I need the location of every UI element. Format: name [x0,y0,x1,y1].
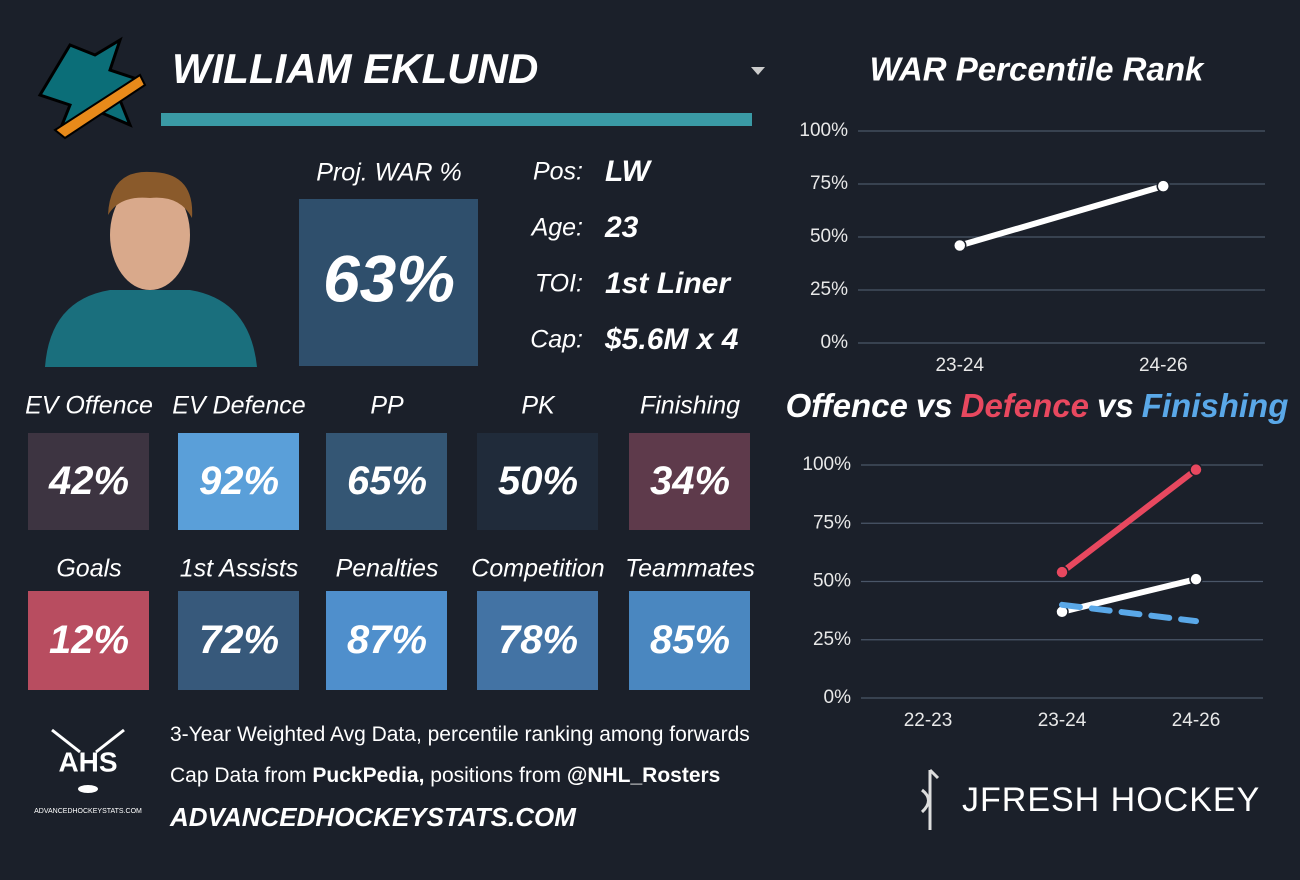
tile [178,591,299,690]
footer-part: 3-Year Weighted Avg Data, percentile ran… [170,723,750,746]
y-tick-label: 75% [810,173,848,194]
tile-value: 87% [347,618,427,662]
player-name: WILLIAM EKLUND [172,45,538,92]
info-label: TOI: [535,270,583,298]
tile-value: 92% [199,459,279,503]
tile [629,591,750,690]
accent-bar [161,113,752,126]
tile [477,591,598,690]
footer-part: PuckPedia, [312,764,424,787]
point [953,238,967,253]
y-tick-label: 0% [824,687,852,708]
series-line [956,183,1167,249]
info-value: 1st Liner [605,267,732,300]
series-line [1059,576,1199,615]
tile-value: 50% [498,459,578,503]
logo-subtext: ADVANCEDHOCKEYSTATS.COM [34,808,142,815]
proj-label: Proj. WAR % [316,159,461,187]
point [1189,572,1203,586]
footer-part: Cap Data from [170,764,312,787]
proj-box [299,199,478,366]
y-tick-label: 0% [821,332,849,353]
tile-value: 85% [650,618,730,662]
info-value: $5.6M x 4 [604,323,739,356]
title-separator: vs [916,387,953,424]
tiles: EV Offence 42% EV Defence 92% PP 65% PK 50% Fini… [25,392,755,690]
tile-label: PK [521,392,556,420]
tile-label: PP [370,392,404,420]
player-photo [45,171,257,367]
chart-title: Offence vs Defence vs Finishing [786,387,1289,424]
x-tick-label: 24-26 [1139,355,1188,376]
charts: 0% 25% 50% 75% 100% 23-24 24-26 WAR Percentile … [786,51,1289,731]
footer-line: Cap Data from PuckPedia, positions from … [170,764,720,787]
x-tick-label: 23-24 [1038,710,1087,731]
y-tick-label: 25% [810,279,848,300]
info-label: Age: [530,214,583,242]
title-series: Offence [786,387,908,424]
title-separator: vs [1097,387,1134,424]
tile [629,433,750,530]
tile-value: 65% [347,459,427,503]
tile-label: Competition [471,555,604,583]
tile [28,591,149,690]
footer-part: positions from [424,764,566,787]
tile [477,433,598,530]
tile-value: 42% [48,459,129,503]
website: ADVANCEDHOCKEYSTATS.COM [169,802,577,832]
tile-label: EV Defence [172,392,305,420]
ahs-logo: AHS ADVANCEDHOCKEYSTATS.COM [34,728,142,815]
tile-label: Teammates [625,555,755,583]
proj-value: 63% [323,241,455,315]
tile-label: Finishing [640,392,740,420]
title-series: Defence [961,387,1089,424]
brand: JFRESH HOCKEY [962,781,1260,819]
tile [326,433,447,530]
y-tick-label: 75% [813,512,851,533]
y-tick-label: 25% [813,629,851,650]
info-value: 23 [604,211,639,244]
series-line [1059,601,1199,625]
tile [326,591,447,690]
title-series: Finishing [1142,387,1289,424]
info-list: Pos: LW Age: 23 TOI: 1st Liner Cap: $5.6M x 4 [530,155,739,356]
tile-label: EV Offence [25,392,153,420]
tile [28,433,149,530]
x-tick-label: 24-26 [1172,710,1221,731]
tile [178,433,299,530]
y-tick-label: 50% [813,571,851,592]
y-tick-label: 50% [810,226,848,247]
chart-title: WAR Percentile Rank [870,51,1205,88]
footer-lines: 3-Year Weighted Avg Data, percentile ran… [170,723,750,787]
brand-logo [920,768,940,830]
point [1156,179,1170,193]
point [1189,462,1203,477]
series-line [1059,466,1199,576]
info-label: Pos: [533,158,583,186]
x-tick-label: 23-24 [935,355,984,376]
y-tick-label: 100% [802,454,851,475]
tile-label: Goals [56,555,121,583]
point [1055,565,1069,579]
tile-value: 12% [49,618,129,662]
tile-value: 34% [650,459,730,503]
dropdown-arrow[interactable] [751,67,765,75]
info-label: Cap: [530,326,583,354]
tile-label: Penalties [336,555,439,583]
tile-value: 78% [498,618,578,662]
footer-line: 3-Year Weighted Avg Data, percentile ran… [170,723,750,746]
tile-label: 1st Assists [180,555,299,583]
y-tick-label: 100% [799,120,848,141]
tile-value: 72% [199,618,279,662]
team-logo [37,36,147,140]
x-tick-label: 22-23 [904,710,953,731]
info-value: LW [605,155,653,188]
footer-part: @NHL_Rosters [567,764,721,787]
logo-text: AHS [58,746,117,777]
